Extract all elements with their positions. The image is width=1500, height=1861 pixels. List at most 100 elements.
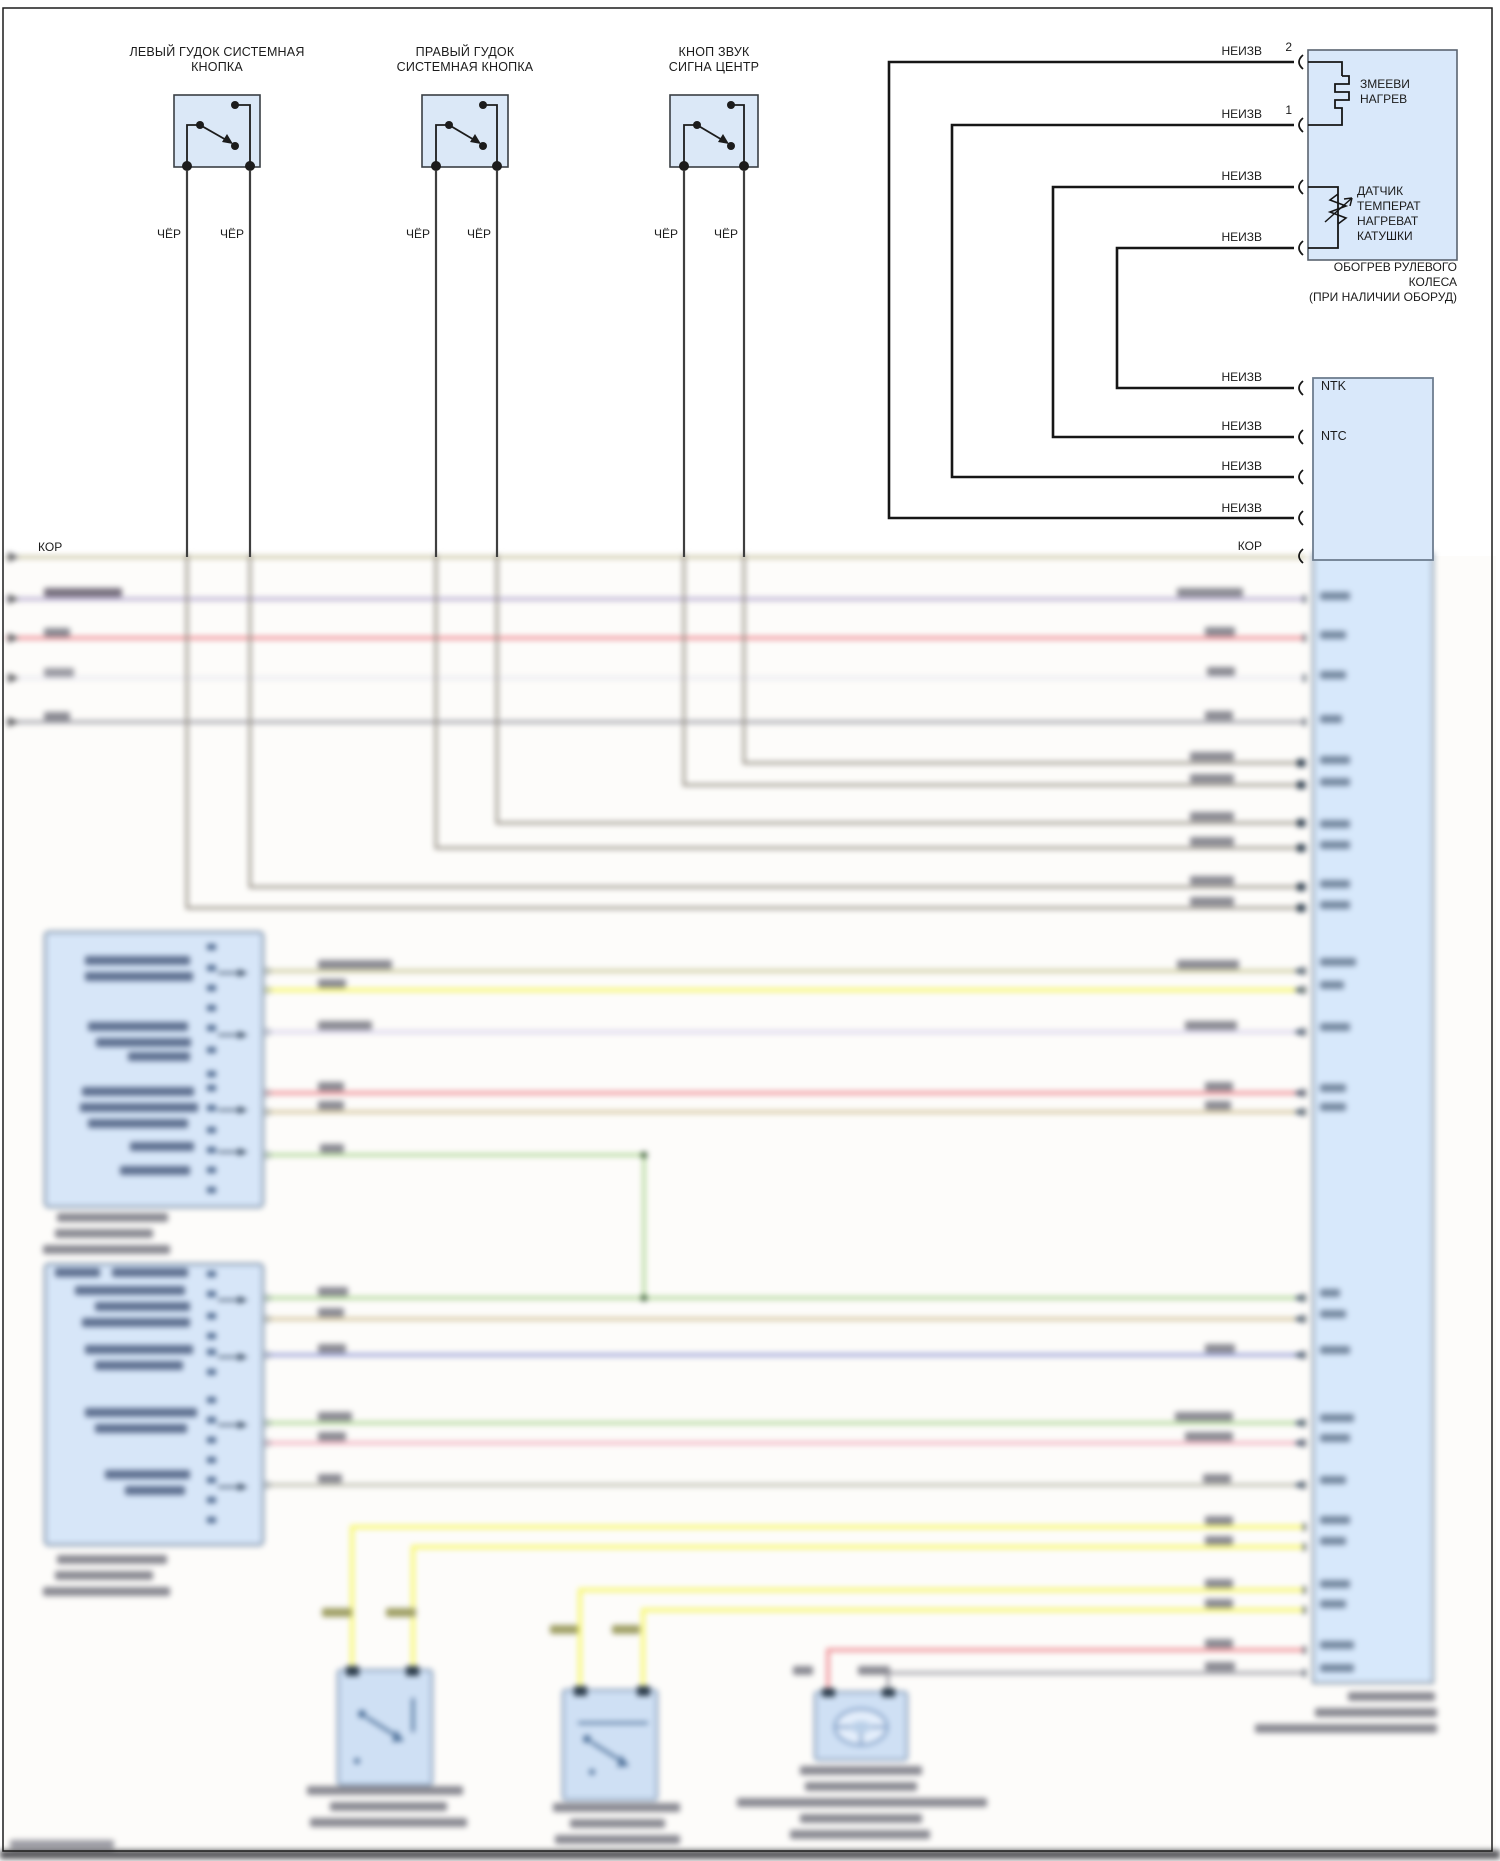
- steering-heater-component-box: [1307, 49, 1458, 261]
- switch-arrow-icon: [392, 1730, 404, 1742]
- heater-element-label-2: НАГРЕВ: [1360, 92, 1408, 106]
- label-blob: [1177, 588, 1243, 597]
- terminal: [574, 1686, 587, 1696]
- wire-segment: [578, 1588, 1303, 1690]
- module-pin-label-blob: [1320, 820, 1350, 828]
- label-blob: [1205, 1344, 1235, 1353]
- pin-number-1: 1: [1285, 103, 1292, 117]
- module-pin-label-blob: [1320, 1580, 1350, 1588]
- pin-tick: [1303, 1481, 1306, 1489]
- pin-arrow-icon: [1294, 967, 1302, 975]
- switch-3-title-line2: СИГНА ЦЕНТР: [668, 60, 760, 74]
- label-blob: [318, 1287, 348, 1296]
- label-blob: [112, 1268, 188, 1277]
- pin-arrow-icon: [1294, 1294, 1302, 1302]
- terminal: [406, 1666, 419, 1676]
- terminal: [346, 1666, 359, 1676]
- pin-tick: [1303, 1439, 1306, 1447]
- label-blob: [57, 1213, 168, 1222]
- switch-arm-icon: [365, 1715, 399, 1739]
- module-wire-label-4: НЕИЗВ: [1221, 501, 1262, 515]
- label-blob: [320, 1144, 344, 1153]
- label-blob: [386, 1608, 416, 1617]
- module-pin-label-blob: [1320, 958, 1356, 966]
- pin-tick: [1303, 883, 1306, 891]
- wire-segment: [641, 1608, 1303, 1690]
- label-blob: [318, 960, 392, 969]
- label-blob: [793, 1666, 813, 1675]
- pin-tick: [207, 1147, 216, 1153]
- control-module-box-top: [1312, 377, 1434, 561]
- module-pin-ntk: NTK: [1321, 379, 1346, 393]
- pin-tick: [1303, 1351, 1306, 1359]
- label-blob: [85, 956, 190, 965]
- pin-tick: [207, 1105, 216, 1111]
- pin-tick: [207, 985, 216, 991]
- switch-contact-icon: [358, 1710, 366, 1718]
- switch-contact-icon: [589, 1769, 595, 1775]
- pin-tick: [1303, 1028, 1306, 1036]
- wire-stub: [263, 986, 271, 994]
- module-pin-label-blob: [1320, 592, 1350, 600]
- switch-2-title-line1: ПРАВЫЙ ГУДОК: [415, 45, 515, 59]
- label-blob: [805, 1782, 917, 1791]
- label-blob: [550, 1625, 578, 1634]
- label-blob: [1205, 1599, 1233, 1608]
- wire-segment: [248, 554, 1303, 889]
- edge-connector-icon: [8, 552, 19, 562]
- label-blob: [555, 1835, 680, 1844]
- pin-arrow-icon: [238, 1421, 248, 1429]
- label-blob: [1190, 774, 1234, 783]
- module-pin-label-blob: [1320, 1476, 1346, 1484]
- pin-tick: [1303, 634, 1306, 642]
- heater-caption-line2: КОЛЕСА: [1408, 275, 1457, 289]
- module-wire-label-2: НЕИЗВ: [1221, 419, 1262, 433]
- module-pin-label-blob: [1320, 1434, 1350, 1442]
- label-blob: [1190, 837, 1234, 846]
- edge-connector-icon: [8, 633, 19, 643]
- switch-2-title-line2: СИСТЕМНАЯ КНОПКА: [396, 60, 534, 74]
- label-blob: [1205, 1579, 1233, 1588]
- pin-tick: [207, 1047, 216, 1053]
- junction-square: [1297, 844, 1305, 852]
- label-blob: [318, 1082, 344, 1091]
- switch-wires-black: [185, 171, 746, 557]
- wire-stub: [263, 1315, 271, 1323]
- label-blob: [1315, 1708, 1437, 1717]
- label-blob: [318, 1474, 342, 1483]
- pin-arrow-icon: [1294, 1351, 1302, 1359]
- pin-tick: [1303, 1543, 1306, 1551]
- wire-label-cher-4: ЧЁР: [466, 227, 491, 241]
- wire-stub: [263, 1294, 271, 1302]
- pin-arrow-icon: [1294, 1108, 1302, 1116]
- pin-arrow-icon: [238, 1483, 248, 1491]
- pin-tick: [1303, 674, 1306, 682]
- bottom-switch-box-2: [561, 1688, 659, 1802]
- wire-stub: [263, 1028, 271, 1036]
- label-blob: [1190, 752, 1234, 761]
- edge-connector-icon: [8, 673, 19, 683]
- wire-stub: [263, 1351, 271, 1359]
- module-pin-label-blob: [1320, 1289, 1340, 1297]
- label-blob: [43, 1245, 170, 1254]
- label-blob: [800, 1766, 922, 1775]
- label-blob: [120, 1166, 190, 1175]
- sensor-label-2: ТЕМПЕРАТ: [1357, 199, 1421, 213]
- pin-arrow-icon: [238, 1296, 248, 1304]
- module-pin-label-blob: [1320, 1516, 1350, 1524]
- label-blob: [1205, 1101, 1231, 1110]
- module-pin-label-blob: [1320, 1310, 1346, 1318]
- label-blob: [128, 1052, 190, 1061]
- label-blob: [55, 1268, 100, 1277]
- pin-tick: [1303, 1586, 1306, 1594]
- page-bottom-bar: [0, 1850, 1500, 1859]
- module-pin-label-blob: [1320, 1600, 1346, 1608]
- label-blob: [44, 628, 70, 637]
- module-pin-label-blob: [1320, 1346, 1350, 1354]
- terminal: [637, 1686, 650, 1696]
- pin-arrow-icon: [1294, 1315, 1302, 1323]
- heater-element-label-1: ЗМЕЕВИ: [1360, 77, 1410, 91]
- pin-tick: [1303, 759, 1306, 767]
